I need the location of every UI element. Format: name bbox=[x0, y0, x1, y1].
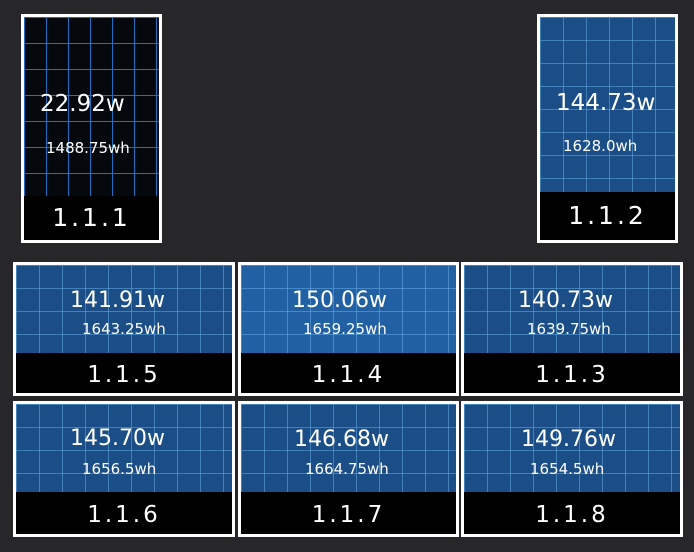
panel-id-label: 1.1.2 bbox=[540, 192, 675, 240]
panel-power: 141.91w bbox=[70, 288, 165, 313]
panel-grid bbox=[540, 17, 675, 192]
solar-panel-1-1-5[interactable]: 141.91w 1643.25wh 1.1.5 bbox=[13, 262, 235, 396]
panel-grid bbox=[24, 17, 159, 196]
panel-energy: 1664.75wh bbox=[305, 460, 389, 478]
solar-panel-1-1-2[interactable]: 144.73w 1628.0wh 1.1.2 bbox=[537, 14, 678, 243]
solar-panel-1-1-4[interactable]: 150.06w 1659.25wh 1.1.4 bbox=[238, 262, 459, 396]
panel-power: 144.73w bbox=[556, 90, 656, 116]
panel-id-label: 1.1.3 bbox=[464, 353, 680, 393]
solar-panel-1-1-8[interactable]: 149.76w 1654.5wh 1.1.8 bbox=[461, 401, 683, 537]
panel-grid bbox=[464, 404, 680, 492]
solar-panel-1-1-1[interactable]: 22.92w 1488.75wh 1.1.1 bbox=[21, 14, 162, 243]
panel-power: 146.68w bbox=[294, 427, 389, 452]
panel-id-label: 1.1.1 bbox=[24, 196, 159, 240]
panel-id-label: 1.1.7 bbox=[241, 492, 456, 534]
panel-power: 22.92w bbox=[40, 91, 125, 117]
panel-grid bbox=[16, 265, 232, 353]
panel-energy: 1488.75wh bbox=[46, 139, 130, 157]
panel-grid bbox=[241, 265, 456, 353]
panel-power: 145.70w bbox=[70, 426, 165, 451]
panel-energy: 1654.5wh bbox=[530, 460, 605, 478]
panel-grid bbox=[464, 265, 680, 353]
panel-energy: 1628.0wh bbox=[563, 137, 638, 155]
panel-id-label: 1.1.6 bbox=[16, 492, 232, 534]
panel-id-label: 1.1.4 bbox=[241, 353, 456, 393]
panel-energy: 1659.25wh bbox=[303, 320, 387, 338]
solar-panel-1-1-7[interactable]: 146.68w 1664.75wh 1.1.7 bbox=[238, 401, 459, 537]
panel-power: 140.73w bbox=[518, 288, 613, 313]
panel-id-label: 1.1.8 bbox=[464, 492, 680, 534]
panel-power: 149.76w bbox=[521, 427, 616, 452]
panel-id-label: 1.1.5 bbox=[16, 353, 232, 393]
solar-panel-1-1-6[interactable]: 145.70w 1656.5wh 1.1.6 bbox=[13, 401, 235, 537]
panel-energy: 1643.25wh bbox=[82, 320, 166, 338]
panel-energy: 1639.75wh bbox=[527, 320, 611, 338]
solar-panel-1-1-3[interactable]: 140.73w 1639.75wh 1.1.3 bbox=[461, 262, 683, 396]
panel-power: 150.06w bbox=[292, 288, 387, 313]
panel-grid bbox=[16, 404, 232, 492]
panel-energy: 1656.5wh bbox=[82, 460, 157, 478]
panel-grid bbox=[241, 404, 456, 492]
